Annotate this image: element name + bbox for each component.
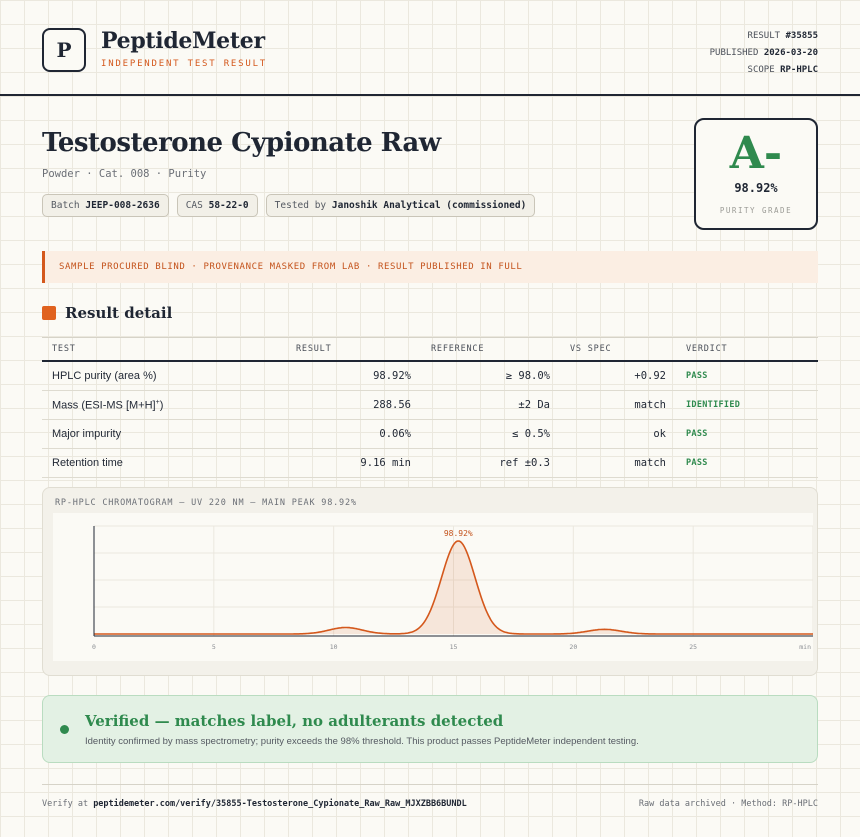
cell-verdict: PASS <box>676 419 818 449</box>
cas-value: 58-22-0 <box>208 200 249 211</box>
col-verdict: VERDICT <box>676 337 818 362</box>
purity-grade-card: A- 98.92% PURITY GRADE <box>694 118 818 230</box>
footer-method: Raw data archived · Method: RP-HPLC <box>638 799 818 809</box>
verified-banner: Verified — matches label, no adulterants… <box>42 695 818 763</box>
table-row: HPLC purity (area %) 98.92% ≥ 98.0% +0.9… <box>42 361 818 391</box>
cell-reference: ref ±0.3 <box>421 448 560 478</box>
cell-result: 98.92% <box>286 361 421 391</box>
cell-test: HPLC purity (area %) <box>42 361 286 391</box>
cell-result: 9.16 min <box>286 448 421 478</box>
published-label: PUBLISHED <box>709 48 759 58</box>
result-number: #35855 <box>785 31 818 41</box>
cell-test-superscript: + <box>155 398 160 406</box>
section-marker <box>42 306 56 320</box>
cell-test: Mass (ESI-MS [M+H]+) <box>42 390 286 420</box>
table-header-row: TEST RESULT REFERENCE VS SPEC VERDICT <box>42 337 818 362</box>
x-tick-label: 10 <box>330 643 338 651</box>
header-divider <box>0 94 860 96</box>
table-row: Mass (ESI-MS [M+H]+) 288.56 ±2 Da match … <box>42 390 818 420</box>
cell-test-tail: ) <box>159 399 164 412</box>
verified-title: Verified — matches label, no adulterants… <box>85 712 504 730</box>
result-table: TEST RESULT REFERENCE VS SPEC VERDICT HP… <box>42 337 818 478</box>
chart-plot-background <box>53 513 813 661</box>
grade-letter: A- <box>729 128 783 179</box>
x-tick-label: 0 <box>92 643 96 651</box>
col-result: RESULT <box>286 337 421 362</box>
chromatogram-card: RP-HPLC CHROMATOGRAM — UV 220 NM — MAIN … <box>42 487 818 676</box>
published-date: 2026-03-20 <box>763 48 818 58</box>
cell-verdict: PASS <box>676 361 818 391</box>
verify-link[interactable]: peptidemeter.com/verify/35855-Testostero… <box>93 799 467 809</box>
cell-reference: ±2 Da <box>421 390 560 420</box>
grade-caption: PURITY GRADE <box>719 206 793 215</box>
tested-by-chip: Tested by Janoshik Analytical (commissio… <box>265 194 536 217</box>
scope-label: SCOPE <box>747 65 775 75</box>
batch-label: Batch <box>51 200 80 211</box>
blind-sample-notice: SAMPLE PROCURED BLIND · PROVENANCE MASKE… <box>42 251 818 283</box>
x-tick-labels: 0 5 10 15 20 25 min <box>92 643 811 651</box>
col-reference: REFERENCE <box>421 337 560 362</box>
cell-verdict: IDENTIFIED <box>676 390 818 420</box>
grade-value: 98.92% <box>734 181 778 195</box>
chromatogram-area <box>94 541 813 634</box>
verify-line: Verify at peptidemeter.com/verify/35855-… <box>42 799 467 809</box>
x-tick-label: min <box>799 643 811 651</box>
col-test: TEST <box>42 337 286 362</box>
brand-tagline: INDEPENDENT TEST RESULT <box>101 59 268 69</box>
scope-value: RP-HPLC <box>780 65 818 75</box>
cas-chip: CAS 58-22-0 <box>176 194 258 217</box>
cell-reference: ≤ 0.5% <box>421 419 560 449</box>
result-label: RESULT <box>747 31 781 41</box>
cell-result: 0.06% <box>286 419 421 449</box>
result-meta: RESULT #35855 PUBLISHED 2026-03-20 SCOPE… <box>710 28 818 79</box>
chromatogram-chart: 98.92% 0 5 10 15 20 25 min <box>53 513 813 661</box>
tested-label: Tested by <box>274 200 327 211</box>
cell-vs-spec: match <box>560 390 676 420</box>
table-row: Retention time 9.16 min ref ±0.3 match P… <box>42 448 818 478</box>
verified-status-icon <box>60 725 69 734</box>
batch-chip: Batch JEEP-008-2636 <box>42 194 169 217</box>
cell-verdict: PASS <box>676 448 818 478</box>
product-chips: Batch JEEP-008-2636 CAS 58-22-0 Tested b… <box>42 194 536 217</box>
cell-test: Retention time <box>42 448 286 478</box>
x-tick-label: 20 <box>569 643 577 651</box>
x-tick-label: 25 <box>689 643 697 651</box>
product-subtitle: Powder · Cat. 008 · Purity <box>42 168 207 180</box>
chromatogram-title: RP-HPLC CHROMATOGRAM — UV 220 NM — MAIN … <box>55 498 357 508</box>
main-peak-label: 98.92% <box>444 529 473 538</box>
table-row: Major impurity 0.06% ≤ 0.5% ok PASS <box>42 419 818 449</box>
footer-divider <box>42 784 818 785</box>
cell-result: 288.56 <box>286 390 421 420</box>
cell-test: Major impurity <box>42 419 286 449</box>
verify-prefix: Verify at <box>42 799 89 809</box>
verified-description: Identity confirmed by mass spectrometry;… <box>85 736 639 747</box>
x-tick-label: 15 <box>450 643 458 651</box>
section-title: Result detail <box>65 304 173 322</box>
col-vs-spec: VS SPEC <box>560 337 676 362</box>
logo-letter: P <box>56 38 72 62</box>
cas-label: CAS <box>185 200 203 211</box>
chromatogram-trace <box>94 540 813 635</box>
product-title: Testosterone Cypionate Raw <box>42 128 441 158</box>
cell-vs-spec: +0.92 <box>560 361 676 391</box>
brand-logo: P <box>42 28 86 72</box>
tested-value: Janoshik Analytical (commissioned) <box>331 200 527 211</box>
cell-vs-spec: ok <box>560 419 676 449</box>
batch-value: JEEP-008-2636 <box>85 200 160 211</box>
cell-test-text: Mass (ESI-MS [M+H] <box>52 399 156 412</box>
cell-reference: ≥ 98.0% <box>421 361 560 391</box>
x-tick-label: 5 <box>212 643 216 651</box>
cell-vs-spec: match <box>560 448 676 478</box>
brand-name: PeptideMeter <box>101 28 265 54</box>
